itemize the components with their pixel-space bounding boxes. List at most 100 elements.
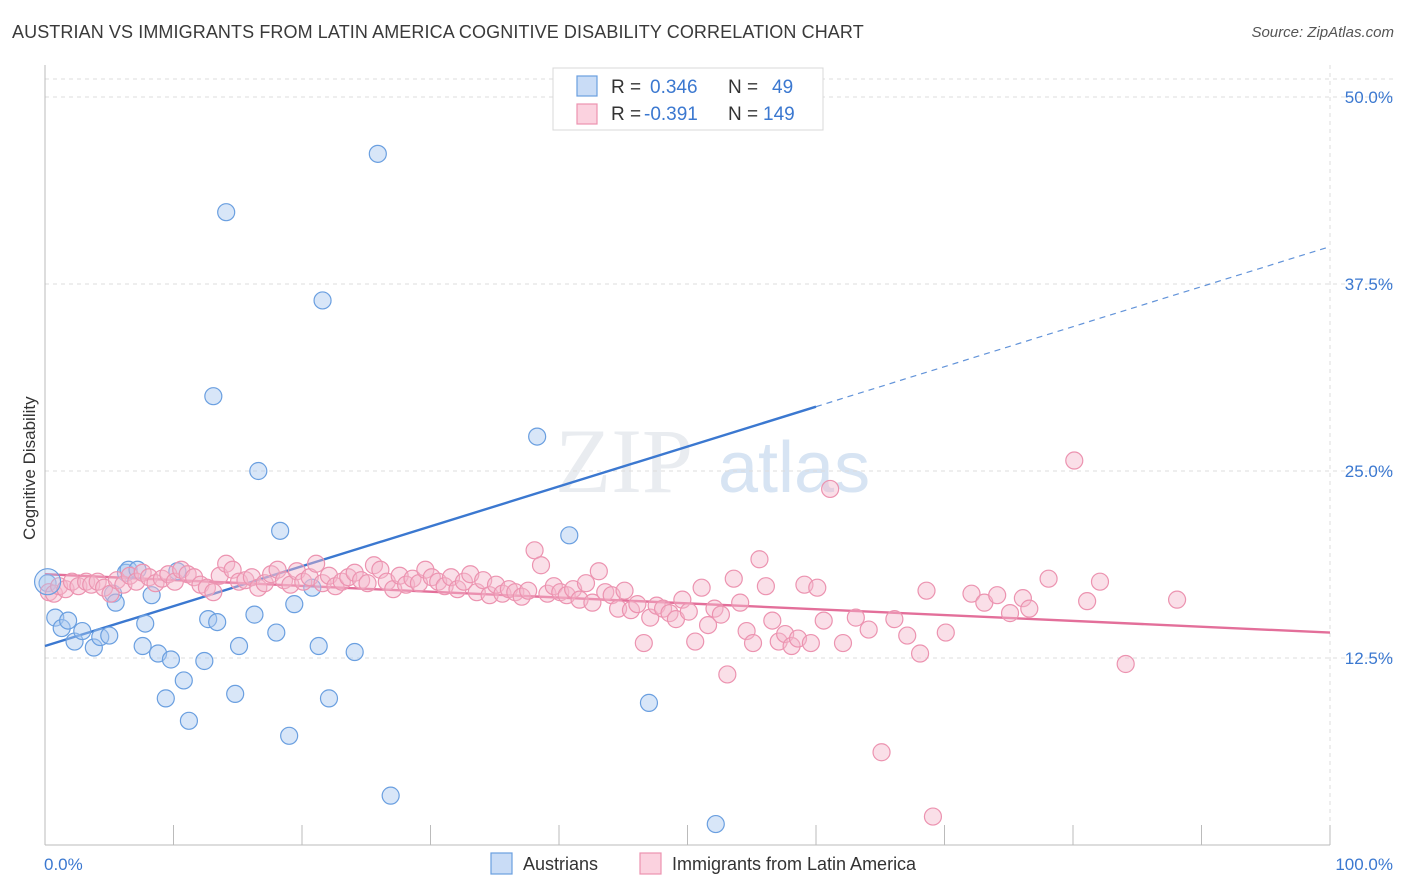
latin-america-point-129 [910,644,930,663]
latin-america-point-112 [756,577,775,596]
latin-america-point-92 [628,595,647,614]
latin-america-point-113 [763,611,782,630]
latin-america-point-105 [711,605,731,624]
austrians-point-3 [59,611,78,630]
austrians-point-19 [161,650,181,669]
latin-america-point-101 [686,632,705,651]
latin-america-point-124 [846,608,865,627]
latin-america-point-128 [898,626,917,645]
latin-america-point-142 [1090,572,1110,591]
austrians-point-36 [303,578,322,597]
austrians-point-46 [706,814,725,834]
austrians-point-45 [639,693,659,712]
latin-america-point-127 [885,610,904,629]
latin-america-point-76 [525,541,544,560]
latin-america-point-36 [268,560,287,579]
latin-america-point-59 [416,560,435,579]
austrians-point-42 [381,786,400,805]
data-points [33,144,1187,834]
latin-america-point-42 [307,554,326,573]
axes: 12.5% 25.0% 37.5% 50.0% 0.0% 100.0% [44,65,1393,874]
latin-america-point-103 [698,615,718,635]
legend-n-value-2: 149 [763,104,795,125]
latin-america-point-50 [358,574,377,593]
latin-america-point-144 [1167,590,1187,609]
austrians-point-14 [133,636,152,656]
latin-america-point-119 [801,633,820,653]
latin-america-point-130 [917,581,936,600]
austrians-point-10 [106,593,125,612]
y-tick-label-1: 25.0% [1345,462,1393,481]
latin-america-point-110 [743,633,763,653]
austrians-point-7 [91,627,110,647]
latin-america-point-125 [859,620,878,639]
latin-america-point-93 [634,633,653,653]
austrians-point-5 [73,621,92,641]
austrians-point-31 [249,461,268,481]
latin-america-point-90 [615,581,634,600]
austrians-point-28 [226,684,245,704]
legend-n-value-1: 49 [772,77,793,98]
y-tick-label-3: 50.0% [1345,88,1393,107]
austrians-point-26 [208,612,227,632]
source-label: Source: ZipAtlas.com [1251,24,1394,41]
legend-bottom-label-austrians: Austrians [523,854,598,874]
watermark-atlas: atlas [718,428,870,508]
austrians-point-23 [195,651,214,671]
austrians-point-8 [100,626,119,645]
austrians-point-44 [560,526,579,545]
trendline-extension-0 [815,246,1331,408]
latin-america-point-75 [519,581,538,600]
legend-top: R = 0.346 N = 49 R = -0.391 N = 149 [552,67,824,131]
latin-america-point-120 [808,578,827,597]
latin-america-point-85 [583,593,602,612]
austrians-point-29 [229,636,249,656]
austrians-point-21 [174,671,193,690]
latin-america-point-141 [1078,592,1097,611]
latin-america-point-139 [1039,569,1058,588]
legend-bottom-label-latin-america: Immigrants from Latin America [672,854,917,874]
y-tick-label-2: 37.5% [1345,275,1393,294]
austrians-point-30 [245,605,264,624]
latin-america-point-135 [988,586,1007,605]
austrians-point-38 [313,291,332,310]
y-axis-title: Cognitive Disability [20,396,39,540]
latin-america-point-34 [255,574,274,593]
austrians-point-25 [204,387,223,406]
latin-america-point-123 [833,633,853,653]
latin-america-point-23 [184,568,204,587]
latin-america-point-65 [454,572,474,591]
latin-america-point-121 [814,611,833,630]
austrians-point-32 [267,623,286,642]
latin-america-point-111 [750,550,769,569]
x-tick-label-1: 100.0% [1335,855,1393,874]
legend-bottom-swatch-latin-america [639,852,662,875]
legend-swatch-latin-america [576,103,598,125]
austrians-point-37 [309,636,328,656]
latin-america-point-86 [589,562,608,581]
austrians-point-34 [280,726,299,745]
austrians-point-22 [179,711,199,730]
latin-america-point-26 [204,583,223,602]
latin-america-point-122 [821,479,840,499]
latin-america-point-136 [1000,604,1020,623]
austrians-point-27 [217,203,236,222]
legend-n-label-2: N = [728,104,758,125]
latin-america-point-116 [782,636,801,656]
austrians-point-6 [84,638,103,657]
legend-r-label-2: R = [611,104,641,125]
latin-america-point-106 [718,665,737,684]
x-tick-label-0: 0.0% [44,855,83,874]
latin-america-point-137 [1013,589,1032,608]
trendline-0 [44,405,817,648]
austrians-point-35 [285,595,304,614]
legend-r-value-2: -0.391 [644,104,698,125]
legend-n-label-1: N = [728,77,758,98]
austrians-point-33 [271,521,290,540]
latin-america-point-138 [1020,599,1039,618]
latin-america-point-107 [724,569,743,588]
latin-america-point-131 [923,807,943,826]
austrians-point-43 [528,427,547,446]
latin-america-point-48 [345,563,364,582]
